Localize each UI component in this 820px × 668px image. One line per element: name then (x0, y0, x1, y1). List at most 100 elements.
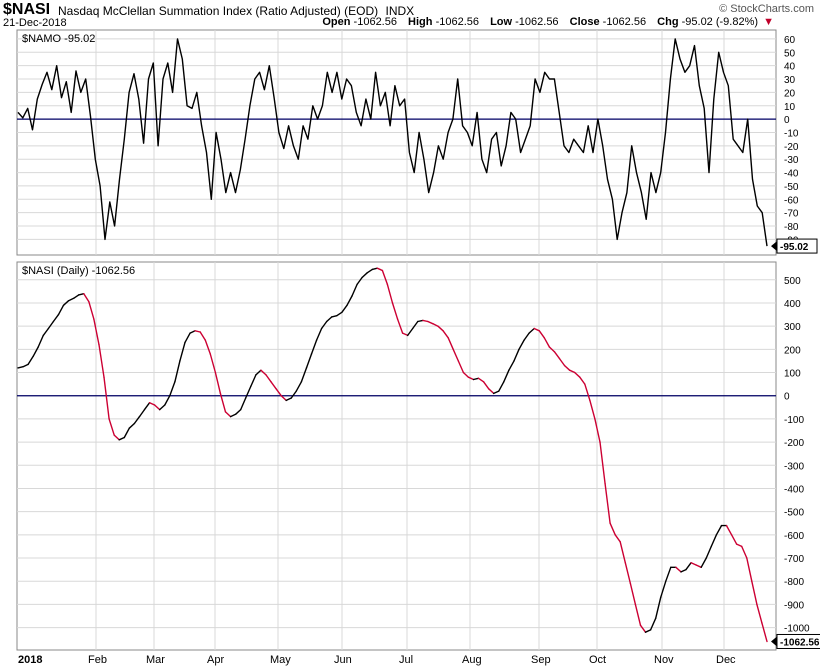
nasi-series-segment (351, 283, 358, 297)
xtick-label: Jun (334, 654, 352, 666)
nasi-series-segment (336, 311, 343, 317)
change-label: Chg (657, 16, 679, 28)
nasi-series-segment (204, 339, 212, 355)
index-name: Nasdaq McClellan Summation Index (Ratio … (58, 4, 379, 18)
nasi-series-segment (143, 402, 151, 411)
nasi-series-segment (493, 390, 500, 395)
nasi-series-segment (366, 268, 373, 274)
nasi-series-segment (229, 413, 237, 418)
nasi-series-segment (133, 415, 141, 425)
nasi-series-segment (599, 441, 606, 485)
nasi-series-segment (574, 371, 581, 378)
change-value: -95.02 (-9.82%) (681, 16, 759, 28)
nasi-series-segment (194, 330, 201, 333)
nasi-series-segment (295, 381, 303, 392)
nasi-last-value-pointer (771, 636, 777, 647)
nasi-series-segment (417, 319, 424, 323)
namo-last-value-pointer (771, 241, 777, 252)
nasi-panel-frame (16, 261, 777, 651)
xtick-label: Jul (399, 654, 413, 666)
nasi-series-segment (548, 346, 556, 353)
nasi-last-value-tag: -1062.56 (771, 633, 820, 649)
nasi-series-segment (482, 381, 490, 390)
nasi-ytick-label: 100 (784, 369, 801, 380)
nasi-ytick-label: 0 (784, 392, 790, 403)
nasi-series-segment (639, 624, 647, 633)
namo-ytick-label: 30 (784, 75, 796, 86)
nasi-series-segment (285, 397, 292, 402)
nasi-series-segment (447, 337, 454, 350)
ohlc-readout: Open -1062.56 High -1062.56 Low -1062.56… (322, 16, 774, 28)
exchange: INDX (385, 4, 415, 18)
nasi-ytick-label: 500 (784, 276, 801, 287)
namo-ytick-label: 40 (784, 62, 796, 73)
xtick-label: Feb (88, 654, 107, 666)
nasi-series-segment (477, 377, 485, 383)
nasi-last-value-label: -1062.56 (780, 637, 820, 648)
namo-ytick-label: -20 (784, 142, 799, 153)
nasi-series-segment (22, 363, 29, 368)
nasi-series-segment (275, 388, 282, 397)
nasi-series-segment (761, 622, 768, 643)
nasi-ytick-label: -400 (784, 484, 804, 495)
nasi-series-segment (250, 374, 257, 388)
nasi-series-segment (153, 404, 161, 411)
nasi-series-segment (255, 369, 262, 376)
nasi-ytick-label: 300 (784, 322, 801, 333)
nasi-series-segment (437, 325, 444, 332)
namo-ytick-label: -70 (784, 209, 799, 220)
nasi-series-segment (244, 385, 252, 399)
xtick-label: Apr (207, 654, 224, 666)
nasi-series-segment (594, 418, 601, 443)
nasi-series-segment (634, 603, 642, 626)
nasi-ytick-label: -500 (784, 508, 804, 519)
high-label: High (408, 16, 433, 28)
quote-date: 21-Dec-2018 (3, 17, 67, 29)
nasi-series-segment (407, 327, 414, 337)
nasi-series-segment (62, 300, 70, 306)
nasi-series-segment (609, 522, 616, 536)
namo-ytick-label: -10 (784, 128, 799, 139)
nasi-series-segment (32, 346, 39, 357)
nasi-series-segment (219, 392, 227, 413)
nasi-series-segment (386, 283, 394, 304)
nasi-series-segment (584, 383, 591, 402)
xtick-label: Oct (589, 654, 606, 666)
nasi-series-segment (746, 557, 753, 582)
low-value: -1062.56 (515, 16, 559, 28)
nasi-series-segment (472, 377, 480, 381)
nasi-series-segment (467, 376, 475, 381)
nasi-series-segment (604, 483, 611, 524)
nasi-ytick-label: 200 (784, 345, 801, 356)
chart-header: $NASI Nasdaq McClellan Summation Index (… (0, 0, 820, 30)
namo-last-value-label: -95.02 (780, 242, 809, 253)
nasi-ytick-label: -700 (784, 554, 804, 565)
nasi-series-segment (518, 339, 525, 350)
nasi-series-segment (361, 272, 368, 279)
nasi-series-segment (346, 295, 353, 306)
nasi-series-segment (680, 568, 687, 573)
symbol: $NASI (3, 1, 51, 18)
nasi-series-segment (690, 562, 697, 566)
nasi-series-segment (331, 315, 338, 318)
nasi-series-segment (88, 301, 95, 320)
nasi-series-segment (442, 330, 449, 339)
nasi-series-segment (326, 316, 333, 323)
nasi-series-segment (700, 557, 707, 568)
nasi-series-segment (619, 541, 626, 564)
down-arrow-icon: ▼ (763, 16, 774, 28)
nasi-series-segment (138, 408, 146, 418)
nasi-series-segment (57, 304, 65, 316)
nasi-series-segment (52, 313, 60, 323)
nasi-series-segment (508, 360, 515, 371)
namo-ytick-label: 60 (784, 35, 796, 46)
nasi-series-segment (452, 348, 459, 362)
nasi-series-segment (533, 327, 540, 332)
nasi-series-segment (462, 371, 470, 378)
nasi-series-segment (553, 351, 561, 360)
nasi-series-segment (422, 319, 429, 323)
namo-ytick-label: 0 (784, 115, 790, 126)
namo-ytick-label: -40 (784, 169, 799, 180)
nasi-series-segment (67, 297, 75, 302)
nasi-series-segment (427, 320, 434, 325)
